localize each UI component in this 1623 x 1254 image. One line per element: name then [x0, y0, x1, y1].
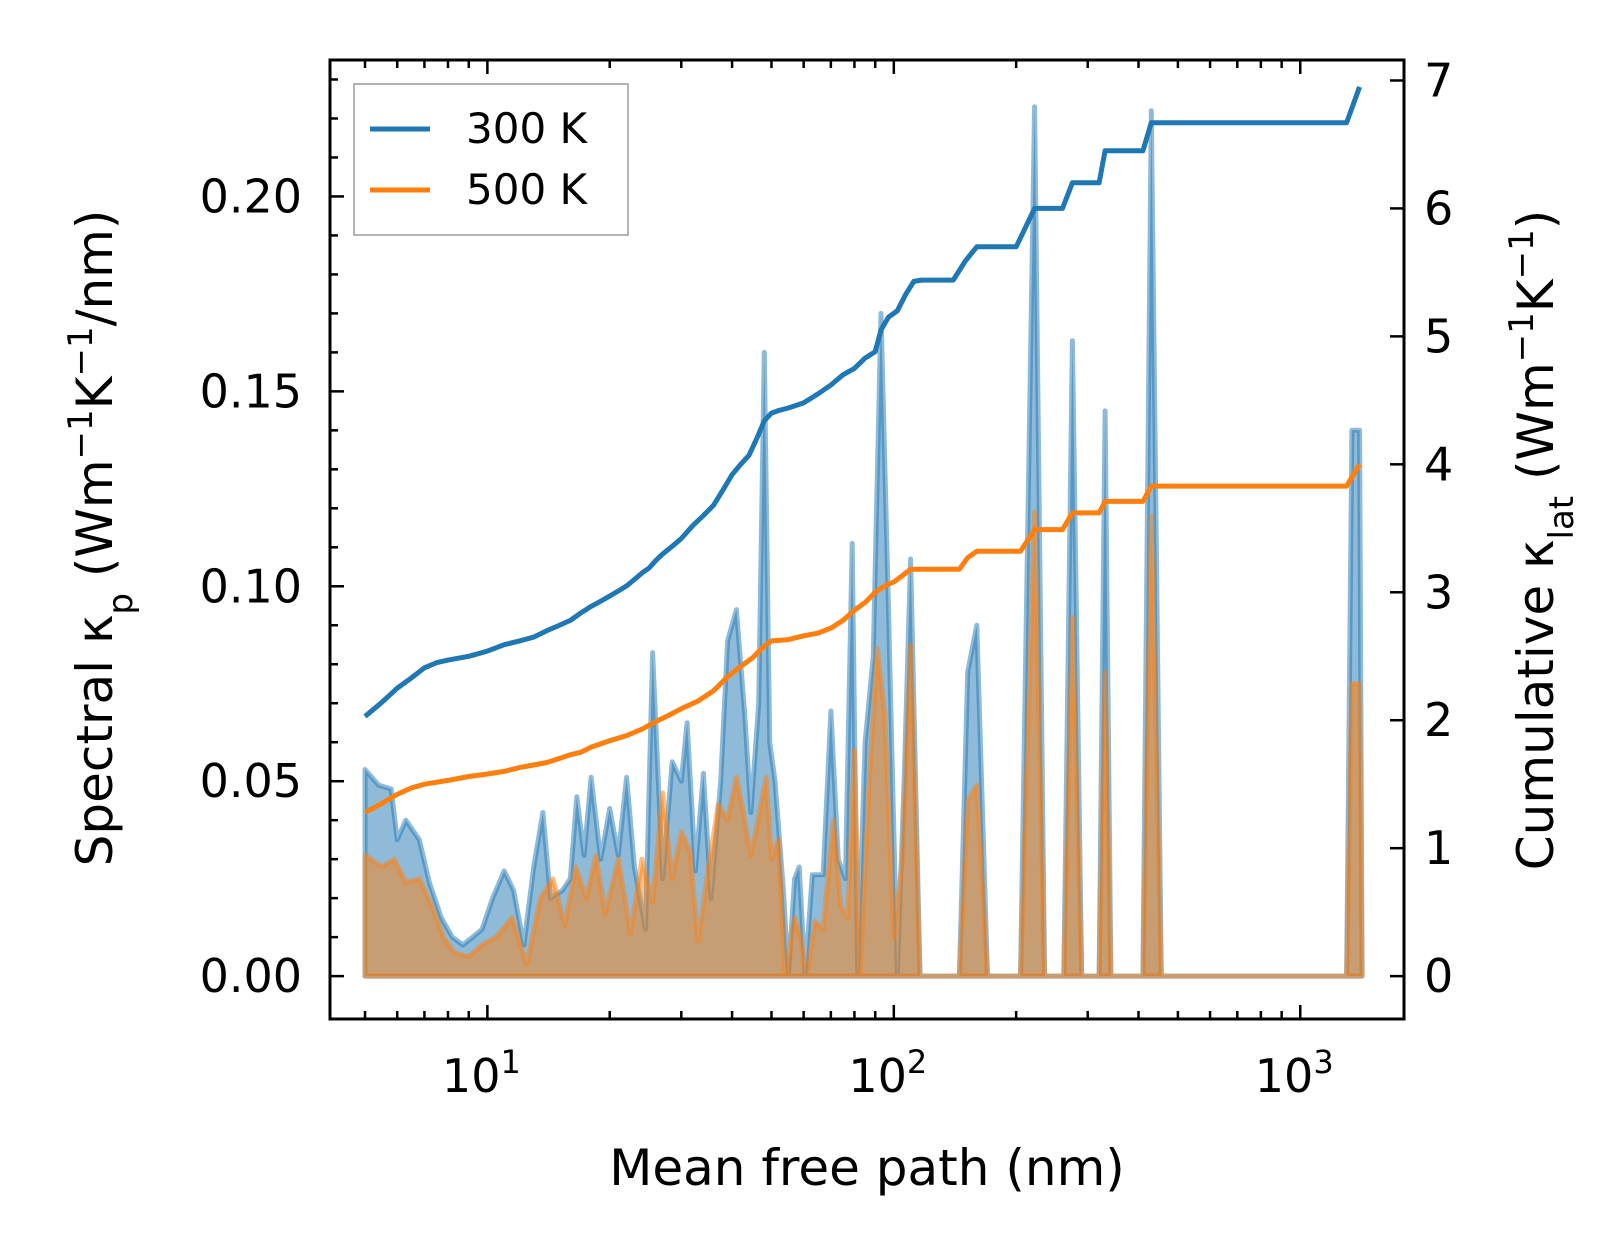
axis-ticks: 101 102 103 0.00 0.05 0.10 0.15 0.20 0 1 2 3 4 5 6 7 — [200, 53, 1454, 1103]
x-tick-label: 103 — [1255, 1043, 1334, 1103]
legend: 300 K 500 K — [353, 83, 629, 236]
y-right-tick-label: 6 — [1424, 181, 1453, 235]
500-k-cumulative-line — [363, 463, 1362, 815]
y-right-tick-label: 2 — [1424, 693, 1453, 747]
y-right-axis-label: Cumulative κlat (Wm−1K−1) — [1502, 210, 1582, 870]
y-right-tick-label: 3 — [1424, 565, 1453, 619]
y-right-tick-label: 0 — [1424, 949, 1453, 1003]
300-k-cumulative-line — [363, 86, 1362, 719]
y-left-tick-label: 0.15 — [200, 364, 302, 418]
y-left-tick-label: 0.05 — [200, 754, 302, 808]
cumulative-lines — [363, 86, 1362, 815]
legend-label-300k: 300 K — [466, 104, 589, 153]
500-k-spectral-area — [362, 509, 1365, 979]
y-right-tick-label: 7 — [1424, 53, 1453, 107]
legend-label-500k: 500 K — [466, 165, 589, 214]
y-right-tick-label: 4 — [1424, 437, 1453, 491]
y-left-axis-label: Spectral κp (Wm−1K−1/nm) — [61, 210, 141, 867]
x-tick-label: 101 — [442, 1043, 521, 1103]
y-left-tick-label: 0.20 — [200, 169, 302, 223]
y-left-tick-label: 0.00 — [200, 949, 302, 1003]
300-k-spectral-area — [362, 104, 1365, 979]
x-tick-label: 102 — [848, 1043, 927, 1103]
plot-frame — [328, 58, 1406, 1021]
y-left-tick-label: 0.10 — [200, 559, 302, 613]
y-right-tick-label: 1 — [1424, 821, 1453, 875]
y-right-tick-label: 5 — [1424, 309, 1453, 363]
spectral-areas — [362, 104, 1365, 979]
x-axis-label: Mean free path (nm) — [609, 1139, 1125, 1197]
legend-frame — [353, 83, 629, 236]
